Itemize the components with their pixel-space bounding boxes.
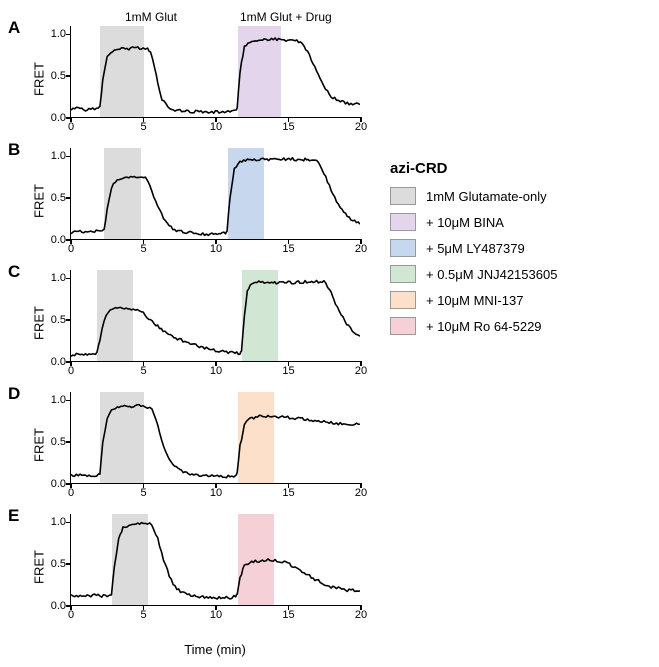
xtick-label: 5 bbox=[140, 243, 146, 255]
legend-label: + 10μM MNI-137 bbox=[426, 293, 523, 308]
y-axis-label: FRET bbox=[31, 550, 46, 584]
xtick-label: 5 bbox=[140, 609, 146, 621]
legend-swatch bbox=[390, 213, 416, 231]
plot-area: 05101520 bbox=[70, 392, 360, 484]
charts-column: AFRET0.00.51.01mM Glut1mM Glut + Drug051… bbox=[0, 0, 380, 667]
legend-row: + 10μM MNI-137 bbox=[390, 291, 650, 309]
y-axis-label: FRET bbox=[31, 306, 46, 340]
legend-swatch bbox=[390, 317, 416, 335]
plot-area: 05101520 bbox=[70, 148, 360, 240]
ytick-label: 0.0 bbox=[46, 478, 66, 490]
xtick-label: 0 bbox=[68, 243, 74, 255]
ytick-label: 0.5 bbox=[46, 314, 66, 326]
figure-container: AFRET0.00.51.01mM Glut1mM Glut + Drug051… bbox=[0, 0, 659, 667]
legend-title: azi-CRD bbox=[390, 160, 650, 177]
ytick-label: 0.0 bbox=[46, 234, 66, 246]
xtick-label: 15 bbox=[282, 243, 294, 255]
xtick-label: 0 bbox=[68, 487, 74, 499]
legend-label: + 5μM LY487379 bbox=[426, 241, 525, 256]
fret-trace bbox=[71, 148, 360, 239]
legend-row: + 10μM BINA bbox=[390, 213, 650, 231]
xtick-label: 20 bbox=[355, 609, 367, 621]
plot-area: 05101520 bbox=[70, 514, 360, 606]
y-axis-label: FRET bbox=[31, 62, 46, 96]
ytick-label: 0.0 bbox=[46, 600, 66, 612]
legend-swatch bbox=[390, 265, 416, 283]
legend-row: + 5μM LY487379 bbox=[390, 239, 650, 257]
xtick-label: 10 bbox=[210, 487, 222, 499]
ytick-label: 1.0 bbox=[46, 394, 66, 406]
panel-label: E bbox=[8, 506, 19, 526]
legend-row: 1mM Glutamate-only bbox=[390, 187, 650, 205]
xtick-label: 15 bbox=[282, 121, 294, 133]
panel-label: D bbox=[8, 384, 20, 404]
y-axis-label: FRET bbox=[31, 428, 46, 462]
plot-area: 05101520 bbox=[70, 26, 360, 118]
ytick-label: 0.5 bbox=[46, 70, 66, 82]
ytick-label: 0.0 bbox=[46, 356, 66, 368]
panel-label: C bbox=[8, 262, 20, 282]
fret-trace bbox=[71, 270, 360, 361]
legend-swatch bbox=[390, 239, 416, 257]
xtick-label: 20 bbox=[355, 243, 367, 255]
xtick-label: 0 bbox=[68, 609, 74, 621]
xtick-label: 20 bbox=[355, 487, 367, 499]
legend-label: + 0.5μM JNJ42153605 bbox=[426, 267, 557, 282]
legend-row: + 10μM Ro 64-5229 bbox=[390, 317, 650, 335]
fret-trace bbox=[71, 26, 360, 117]
legend-label: + 10μM BINA bbox=[426, 215, 504, 230]
ytick-label: 1.0 bbox=[46, 28, 66, 40]
ytick-label: 0.5 bbox=[46, 558, 66, 570]
xtick-label: 10 bbox=[210, 365, 222, 377]
panel-A: AFRET0.00.51.01mM Glut1mM Glut + Drug051… bbox=[8, 20, 380, 138]
panel-C: CFRET0.00.51.005101520 bbox=[8, 264, 380, 382]
ytick-label: 1.0 bbox=[46, 272, 66, 284]
xtick-label: 10 bbox=[210, 121, 222, 133]
panel-label: B bbox=[8, 140, 20, 160]
xtick-label: 5 bbox=[140, 487, 146, 499]
ytick-label: 1.0 bbox=[46, 516, 66, 528]
panel-E: EFRET0.00.51.005101520 bbox=[8, 508, 380, 626]
xtick-label: 10 bbox=[210, 609, 222, 621]
ytick-label: 1.0 bbox=[46, 150, 66, 162]
xtick-label: 15 bbox=[282, 487, 294, 499]
panel-label: A bbox=[8, 18, 20, 38]
xtick-label: 10 bbox=[210, 243, 222, 255]
ytick-label: 0.0 bbox=[46, 112, 66, 124]
top-label-glut: 1mM Glut bbox=[125, 10, 177, 24]
legend-label: 1mM Glutamate-only bbox=[426, 189, 547, 204]
ytick-label: 0.5 bbox=[46, 192, 66, 204]
fret-trace bbox=[71, 392, 360, 483]
xtick-label: 0 bbox=[68, 121, 74, 133]
xtick-label: 15 bbox=[282, 609, 294, 621]
y-axis-label: FRET bbox=[31, 184, 46, 218]
legend-swatch bbox=[390, 291, 416, 309]
x-axis-label: Time (min) bbox=[70, 642, 360, 657]
xtick-label: 0 bbox=[68, 365, 74, 377]
xtick-label: 20 bbox=[355, 365, 367, 377]
panel-D: DFRET0.00.51.005101520 bbox=[8, 386, 380, 504]
legend-row: + 0.5μM JNJ42153605 bbox=[390, 265, 650, 283]
legend-label: + 10μM Ro 64-5229 bbox=[426, 319, 542, 334]
legend-column: azi-CRD 1mM Glutamate-only + 10μM BINA + 5… bbox=[380, 0, 650, 667]
plot-area: 05101520 bbox=[70, 270, 360, 362]
xtick-label: 20 bbox=[355, 121, 367, 133]
fret-trace bbox=[71, 514, 360, 605]
xtick-label: 5 bbox=[140, 121, 146, 133]
xtick-label: 5 bbox=[140, 365, 146, 377]
top-label-glut-drug: 1mM Glut + Drug bbox=[240, 10, 332, 24]
panel-B: BFRET0.00.51.005101520 bbox=[8, 142, 380, 260]
legend-items: 1mM Glutamate-only + 10μM BINA + 5μM LY487… bbox=[390, 187, 650, 335]
ytick-label: 0.5 bbox=[46, 436, 66, 448]
xtick-label: 15 bbox=[282, 365, 294, 377]
legend-swatch bbox=[390, 187, 416, 205]
